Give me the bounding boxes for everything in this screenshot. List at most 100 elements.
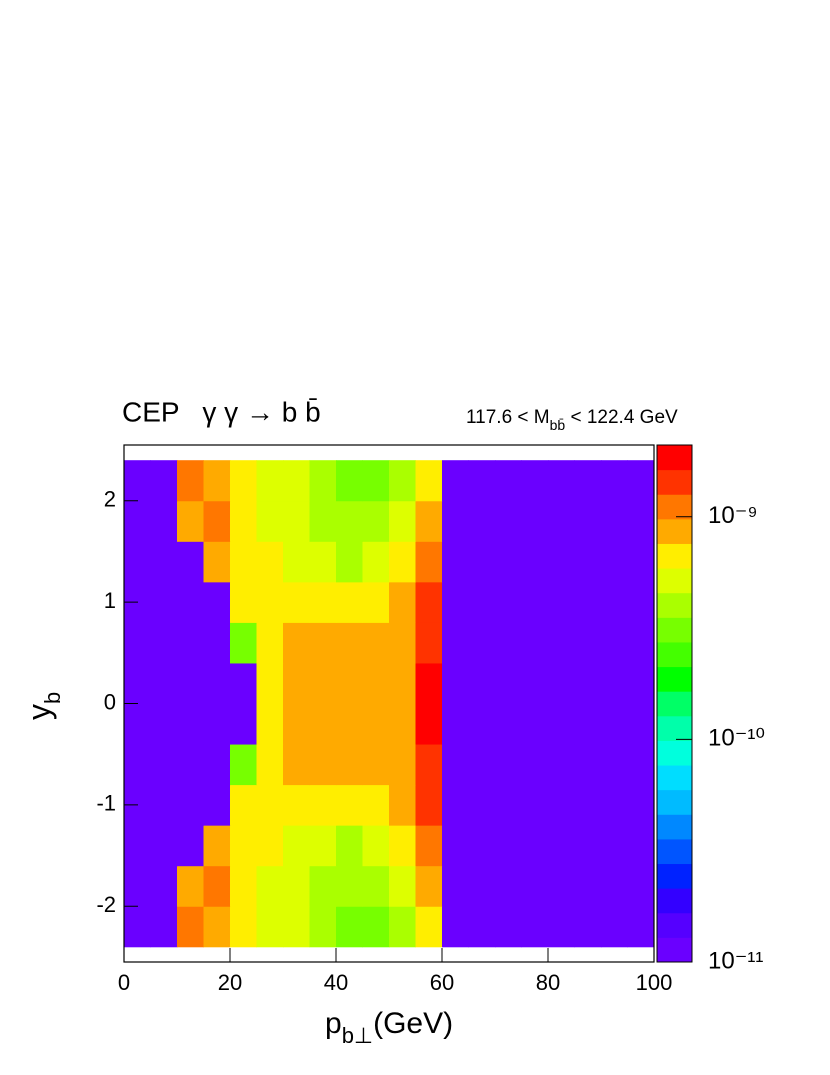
cell	[415, 825, 443, 867]
y-label-text: y	[21, 704, 57, 720]
cell	[309, 703, 337, 745]
cell	[521, 460, 549, 502]
cell	[574, 581, 602, 623]
cell	[230, 906, 257, 948]
cell	[256, 541, 284, 583]
cell	[389, 865, 416, 907]
cell	[548, 784, 575, 826]
cell	[574, 744, 602, 786]
cell	[336, 825, 363, 867]
cell	[203, 865, 231, 907]
cell	[336, 865, 363, 907]
cell	[283, 784, 310, 826]
cell	[124, 460, 151, 502]
cell	[177, 865, 204, 907]
cell	[627, 500, 655, 542]
colorbar-band	[657, 715, 692, 741]
cell	[548, 541, 575, 583]
cell	[309, 825, 337, 867]
cell	[177, 784, 204, 826]
cell	[336, 744, 363, 786]
cell	[442, 662, 469, 704]
cell	[230, 784, 257, 826]
colorbar-band	[657, 518, 692, 544]
cell	[601, 703, 628, 745]
cell	[521, 825, 549, 867]
cell	[309, 581, 337, 623]
cell	[336, 906, 363, 948]
cell	[627, 906, 655, 948]
cell	[627, 581, 655, 623]
cell	[495, 865, 522, 907]
colorbar-band	[657, 617, 692, 643]
cell	[495, 581, 522, 623]
cell	[468, 500, 496, 542]
cell	[468, 906, 496, 948]
cell	[150, 460, 178, 502]
cell	[601, 460, 628, 502]
cell	[203, 825, 231, 867]
cell	[230, 581, 257, 623]
cell	[548, 906, 575, 948]
cell	[495, 906, 522, 948]
annotation-rest: < 122.4 GeV	[565, 407, 678, 428]
cell	[283, 906, 310, 948]
cell	[124, 622, 151, 664]
cell	[256, 906, 284, 948]
cell	[468, 784, 496, 826]
y-tick-label: -1	[96, 791, 116, 816]
cell	[283, 622, 310, 664]
x-tick-label: 60	[430, 970, 454, 995]
cell	[574, 662, 602, 704]
cell	[601, 906, 628, 948]
cell	[495, 460, 522, 502]
cell	[574, 500, 602, 542]
cell	[124, 541, 151, 583]
colorbar-band	[657, 863, 692, 889]
cell	[177, 500, 204, 542]
cell	[601, 744, 628, 786]
cell	[415, 865, 443, 907]
cell	[601, 662, 628, 704]
cell	[415, 744, 443, 786]
cell	[203, 460, 231, 502]
cell	[389, 500, 416, 542]
cell	[468, 541, 496, 583]
y-label-sub: b	[40, 692, 65, 704]
cell	[150, 865, 178, 907]
cell	[362, 744, 390, 786]
cell	[389, 744, 416, 786]
colorbar-band	[657, 543, 692, 569]
cell	[548, 865, 575, 907]
cell	[124, 906, 151, 948]
cell	[177, 581, 204, 623]
cell	[574, 622, 602, 664]
cell	[548, 500, 575, 542]
cell	[283, 703, 310, 745]
colorbar-band	[657, 888, 692, 914]
cell	[442, 541, 469, 583]
cell	[362, 825, 390, 867]
cell	[521, 906, 549, 948]
cell	[627, 662, 655, 704]
cell	[177, 662, 204, 704]
cell	[442, 784, 469, 826]
cell	[442, 622, 469, 664]
cell	[230, 662, 257, 704]
colorbar-band	[657, 937, 692, 963]
cell	[256, 865, 284, 907]
cell	[521, 662, 549, 704]
x-tick-label: 0	[118, 970, 130, 995]
cell	[601, 622, 628, 664]
cell	[256, 662, 284, 704]
cell	[362, 662, 390, 704]
cell	[627, 865, 655, 907]
cell	[521, 581, 549, 623]
cell	[601, 825, 628, 867]
cell	[177, 703, 204, 745]
cell	[336, 460, 363, 502]
cell	[177, 744, 204, 786]
chart-title: CEP γ γ → b b̄	[122, 396, 321, 427]
y-tick-label: 1	[104, 588, 116, 613]
cell	[468, 703, 496, 745]
